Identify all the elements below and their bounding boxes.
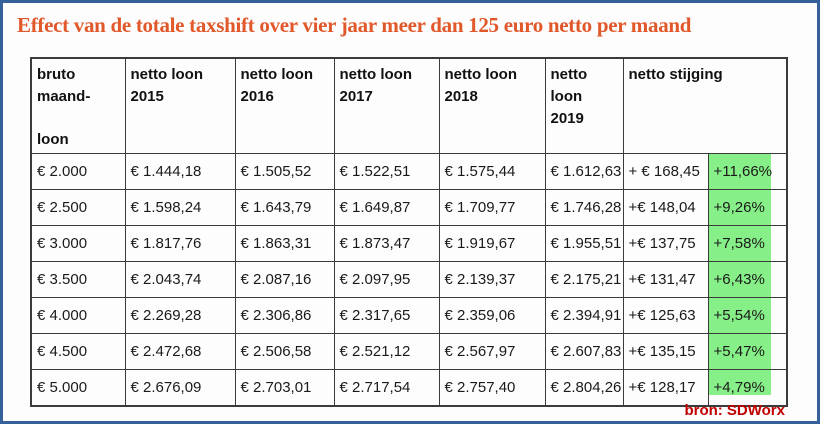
cell-netto-loon-2015: € 2.676,09 xyxy=(124,369,236,406)
header-netto-stijging: netto stijging xyxy=(622,57,788,154)
header-netto-loon-2019: netto loon 2019 xyxy=(544,57,624,154)
cell-netto-loon-2016: € 1.863,31 xyxy=(234,225,335,262)
cell-bruto-maandloon: € 2.500 xyxy=(30,189,126,226)
cell-netto-loon-2016: € 1.643,79 xyxy=(234,189,335,226)
cell-netto-stijging-pct: +11,66% xyxy=(707,153,788,190)
cell-netto-stijging-pct: +5,47% xyxy=(707,333,788,370)
cell-netto-loon-2019: € 2.607,83 xyxy=(544,333,624,370)
cell-netto-loon-2018: € 2.139,37 xyxy=(438,261,546,298)
cell-bruto-maandloon: € 3.000 xyxy=(30,225,126,262)
cell-netto-loon-2018: € 2.567,97 xyxy=(438,333,546,370)
table-row: € 2.000 € 1.444,18 € 1.505,52 € 1.522,51 € 1… xyxy=(30,153,788,190)
table-row: € 2.500 € 1.598,24 € 1.643,79 € 1.649,87 € 1… xyxy=(30,189,788,226)
cell-netto-stijging-pct: +7,58% xyxy=(707,225,788,262)
cell-netto-loon-2019: € 2.175,21 xyxy=(544,261,624,298)
cell-netto-loon-2016: € 1.505,52 xyxy=(234,153,335,190)
cell-netto-stijging-pct: +9,26% xyxy=(707,189,788,226)
cell-netto-loon-2015: € 1.598,24 xyxy=(124,189,236,226)
cell-netto-loon-2019: € 1.612,63 xyxy=(544,153,624,190)
cell-netto-stijging-euro: +€ 128,17 xyxy=(622,369,709,406)
cell-netto-loon-2015: € 2.043,74 xyxy=(124,261,236,298)
cell-netto-loon-2019: € 2.394,91 xyxy=(544,297,624,334)
cell-netto-loon-2015: € 2.269,28 xyxy=(124,297,236,334)
cell-netto-loon-2017: € 2.521,12 xyxy=(333,333,440,370)
cell-netto-loon-2018: € 2.757,40 xyxy=(438,369,546,406)
cell-bruto-maandloon: € 2.000 xyxy=(30,153,126,190)
cell-bruto-maandloon: € 4.000 xyxy=(30,297,126,334)
cell-netto-stijging-pct: +6,43% xyxy=(707,261,788,298)
cell-netto-stijging-euro: +€ 131,47 xyxy=(622,261,709,298)
page-title: Effect van de totale taxshift over vier … xyxy=(17,13,692,37)
table-row: € 4.500 € 2.472,68 € 2.506,58 € 2.521,12 € 2… xyxy=(30,333,788,370)
table-body: € 2.000 € 1.444,18 € 1.505,52 € 1.522,51 € 1… xyxy=(30,153,788,406)
cell-netto-loon-2017: € 2.717,54 xyxy=(333,369,440,406)
table-row: € 3.000 € 1.817,76 € 1.863,31 € 1.873,47 € 1… xyxy=(30,225,788,262)
cell-netto-stijging-euro: +€ 137,75 xyxy=(622,225,709,262)
table-header-row: bruto maand- loon netto loon 2015 netto … xyxy=(30,57,788,154)
cell-netto-loon-2018: € 1.575,44 xyxy=(438,153,546,190)
cell-netto-loon-2016: € 2.087,16 xyxy=(234,261,335,298)
cell-netto-loon-2018: € 2.359,06 xyxy=(438,297,546,334)
header-netto-loon-2018: netto loon 2018 xyxy=(438,57,546,154)
cell-netto-loon-2015: € 1.817,76 xyxy=(124,225,236,262)
cell-netto-loon-2015: € 1.444,18 xyxy=(124,153,236,190)
source-credit: bron: SDWorx xyxy=(684,402,785,419)
table-row: € 4.000 € 2.269,28 € 2.306,86 € 2.317,65 € 2… xyxy=(30,297,788,334)
cell-netto-stijging-pct: +5,54% xyxy=(707,297,788,334)
cell-netto-stijging-euro: + € 168,45 xyxy=(622,153,709,190)
cell-netto-loon-2015: € 2.472,68 xyxy=(124,333,236,370)
cell-netto-loon-2016: € 2.506,58 xyxy=(234,333,335,370)
cell-netto-stijging-pct: +4,79% xyxy=(707,369,788,406)
table-row: € 5.000 € 2.676,09 € 2.703,01 € 2.717,54 € 2… xyxy=(30,369,788,406)
cell-netto-loon-2019: € 1.955,51 xyxy=(544,225,624,262)
cell-bruto-maandloon: € 4.500 xyxy=(30,333,126,370)
cell-netto-loon-2018: € 1.709,77 xyxy=(438,189,546,226)
cell-netto-stijging-euro: +€ 148,04 xyxy=(622,189,709,226)
cell-netto-loon-2018: € 1.919,67 xyxy=(438,225,546,262)
header-netto-loon-2016: netto loon 2016 xyxy=(234,57,335,154)
cell-netto-loon-2017: € 1.649,87 xyxy=(333,189,440,226)
header-bruto-maandloon: bruto maand- loon xyxy=(30,57,126,154)
cell-netto-loon-2017: € 2.317,65 xyxy=(333,297,440,334)
cell-netto-stijging-euro: +€ 125,63 xyxy=(622,297,709,334)
cell-netto-loon-2017: € 2.097,95 xyxy=(333,261,440,298)
cell-netto-loon-2016: € 2.703,01 xyxy=(234,369,335,406)
table-row: € 3.500 € 2.043,74 € 2.087,16 € 2.097,95 € 2… xyxy=(30,261,788,298)
cell-netto-loon-2017: € 1.522,51 xyxy=(333,153,440,190)
cell-bruto-maandloon: € 3.500 xyxy=(30,261,126,298)
cell-netto-loon-2019: € 1.746,28 xyxy=(544,189,624,226)
cell-bruto-maandloon: € 5.000 xyxy=(30,369,126,406)
cell-netto-loon-2019: € 2.804,26 xyxy=(544,369,624,406)
header-netto-loon-2017: netto loon 2017 xyxy=(333,57,440,154)
cell-netto-loon-2017: € 1.873,47 xyxy=(333,225,440,262)
header-netto-loon-2015: netto loon 2015 xyxy=(124,57,236,154)
cell-netto-loon-2016: € 2.306,86 xyxy=(234,297,335,334)
cell-netto-stijging-euro: +€ 135,15 xyxy=(622,333,709,370)
taxshift-table: bruto maand- loon netto loon 2015 netto … xyxy=(30,57,788,407)
